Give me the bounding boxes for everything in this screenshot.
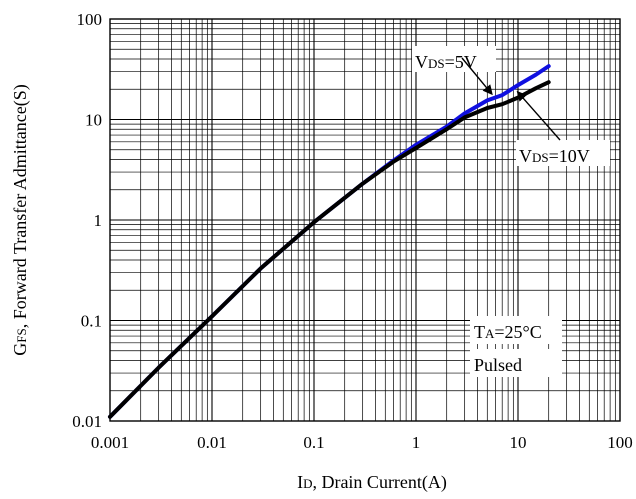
annotation-ta: TA=25°C (474, 322, 542, 342)
series-line-vds-10v (108, 80, 551, 419)
annotation-part: =25°C (494, 322, 541, 342)
annotation-vds5: VDS=5V (415, 52, 477, 72)
y-axis-label-rest: , Forward Transfer Admittance(S) (10, 84, 31, 328)
annotation-part: DS (428, 56, 445, 71)
annotation-part: T (474, 322, 485, 342)
x-tick-label: 1 (412, 433, 421, 452)
tick-labels: 0.001 0.01 0.1 1 10 100 0.01 0.1 1 10 100 (72, 10, 633, 452)
y-axis-label: GFS, Forward Transfer Admittance(S) (10, 84, 31, 355)
annotation-part: =10V (549, 146, 590, 166)
y-axis-label-sub: FS (14, 328, 29, 342)
annotation-part: A (485, 326, 495, 341)
grid-lines (110, 19, 620, 421)
annotation-box-vds5 (412, 46, 496, 72)
y-tick-label: 100 (77, 10, 103, 29)
annotation-part: Pulsed (474, 355, 522, 375)
annotation-box-ta (470, 316, 562, 344)
x-tick-label: 0.01 (197, 433, 227, 452)
x-axis-label-rest: , Drain Current(A) (312, 472, 446, 493)
x-tick-label: 0.001 (91, 433, 129, 452)
annotation-pulsed: Pulsed (474, 355, 522, 375)
y-tick-label: 1 (94, 211, 103, 230)
x-tick-label: 0.1 (303, 433, 324, 452)
y-tick-label: 0.1 (81, 312, 102, 331)
x-axis-label: ID, Drain Current(A) (297, 472, 447, 493)
annotation-box-vds10 (516, 140, 610, 166)
annotation-arrow-vds10 (516, 90, 561, 141)
x-tick-label: 100 (607, 433, 633, 452)
series-lines (108, 64, 551, 419)
y-tick-label: 0.01 (72, 412, 102, 431)
annotation-part: V (519, 146, 532, 166)
annotation-box-pulsed (470, 349, 562, 377)
y-tick-label: 10 (85, 111, 102, 130)
annotation-arrow-vds5 (461, 57, 493, 96)
x-tick-label: 10 (510, 433, 527, 452)
x-axis-label-sub: D (303, 476, 312, 491)
annotation-vds10: VDS=10V (519, 146, 590, 166)
annotation-part: DS (532, 150, 549, 165)
plot-frame (109, 18, 621, 422)
x-axis-label-main: I (297, 472, 303, 492)
y-axis-label-main: G (10, 343, 30, 356)
annotation-part: V (415, 52, 428, 72)
